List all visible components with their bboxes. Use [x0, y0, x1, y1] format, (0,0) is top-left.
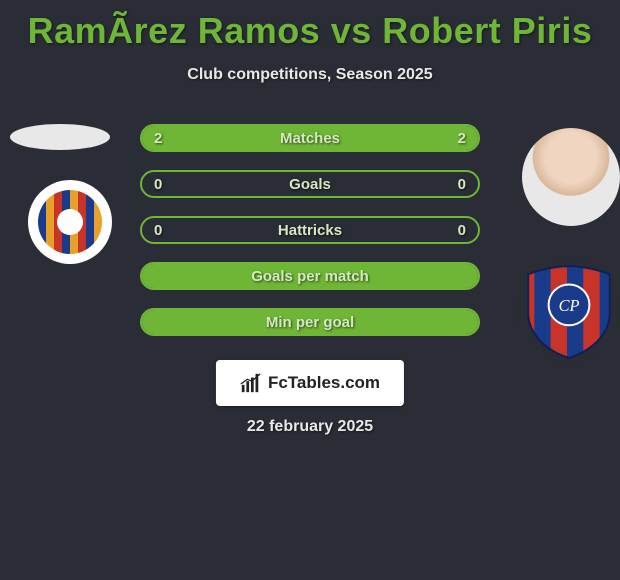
player-left-avatar	[10, 124, 110, 150]
club-left-badge	[28, 180, 112, 264]
stat-row: 0 Hattricks 0	[140, 216, 480, 244]
stat-left-value: 0	[154, 176, 162, 193]
bar-chart-icon	[240, 372, 262, 394]
comparison-title: RamÃ­rez Ramos vs Robert Piris	[0, 0, 620, 52]
stat-row: 0 Goals 0	[140, 170, 480, 198]
stat-left-value: 0	[154, 222, 162, 239]
stats-container: 2 Matches 2 0 Goals 0 0 Hattricks 0 Goals per mat…	[140, 124, 480, 354]
stat-row: 2 Matches 2	[140, 124, 480, 152]
branding-badge: FcTables.com	[216, 360, 404, 406]
comparison-subtitle: Club competitions, Season 2025	[0, 66, 620, 84]
stat-right-value: 2	[458, 130, 466, 147]
stat-left-value: 2	[154, 130, 162, 147]
stat-label: Goals per match	[251, 268, 369, 285]
stat-label: Min per goal	[266, 314, 354, 331]
comparison-date: 22 february 2025	[0, 418, 620, 436]
stat-label: Goals	[289, 176, 331, 193]
club-right-badge: CP	[518, 260, 620, 362]
player-right-avatar	[522, 128, 620, 226]
stat-row: Goals per match	[140, 262, 480, 290]
svg-text:CP: CP	[559, 296, 580, 315]
branding-text: FcTables.com	[268, 373, 380, 393]
stat-right-value: 0	[458, 222, 466, 239]
stat-row: Min per goal	[140, 308, 480, 336]
stat-label: Matches	[280, 130, 340, 147]
stat-label: Hattricks	[278, 222, 342, 239]
stat-right-value: 0	[458, 176, 466, 193]
